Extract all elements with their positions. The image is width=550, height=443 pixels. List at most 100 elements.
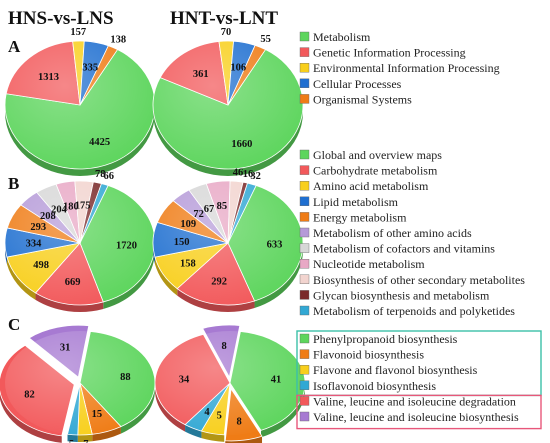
data-label: 34 (179, 375, 190, 386)
legend-entry: Metabolism of cofactors and vitamins (313, 242, 495, 256)
header-left: HNS-vs-LNS (8, 8, 114, 29)
data-label: 1660 (231, 139, 252, 150)
pie-c-1: 88 15 7 5 82 31 (0, 324, 156, 443)
pie-slice-side (77, 434, 93, 442)
data-label: 361 (193, 69, 209, 80)
data-label: 138 (110, 34, 126, 45)
legend-swatch (299, 259, 310, 269)
pie-labels: 4425 1313 157 335 138 (38, 27, 126, 148)
legend-swatch (299, 196, 310, 207)
legend-swatch (299, 227, 310, 238)
data-label: 180 (63, 201, 79, 212)
legend-entry: Phenylpropanoid biosynthesis (313, 332, 458, 346)
legend-swatch (299, 31, 310, 42)
data-label: 7 (83, 439, 88, 443)
legend-entry: Nucleotide metabolism (313, 257, 425, 271)
legend-swatch (299, 94, 310, 104)
legend-c: Phenylpropanoid biosynthesis Flavonoid bi… (299, 332, 519, 424)
legend-swatch (299, 165, 310, 175)
pie-c-2: 41 8 54 34 8 (154, 324, 306, 443)
legend-entry: Lipid metabolism (313, 195, 399, 209)
legend-entry: Glycan biosynthesis and metabolism (313, 288, 490, 302)
data-label: 72 (193, 209, 204, 220)
data-label: 15 (92, 409, 103, 420)
legend-entry: Metabolism (313, 30, 371, 44)
legend-swatch (299, 63, 310, 73)
data-label: 293 (30, 222, 46, 233)
data-label: 335 (82, 62, 98, 73)
data-label: 498 (33, 260, 49, 271)
data-label: 106 (230, 62, 246, 73)
legend-swatch (299, 365, 310, 375)
legend-entry: Flavonoid biosynthesis (313, 348, 424, 362)
legend-swatch (299, 333, 310, 344)
pie-slice-side (177, 288, 255, 312)
data-label: 1313 (38, 72, 59, 83)
legend-entry: Biosynthesis of other secondary metaboli… (313, 273, 525, 287)
legend-swatch (299, 380, 310, 390)
legend-swatch (299, 290, 310, 300)
data-label: 5 (217, 410, 222, 421)
legend-swatch (299, 411, 310, 422)
legend-swatch (299, 180, 310, 191)
legend-entry: Valine, leucine and isoleucine degradati… (313, 394, 516, 408)
legend-swatch (299, 243, 310, 253)
data-label: 150 (174, 237, 190, 248)
legend-entry: Global and overview maps (313, 148, 442, 162)
data-label: 88 (120, 372, 131, 383)
data-label: 208 (40, 211, 56, 222)
pie-slice-side (225, 436, 263, 443)
panel-letter-c: C (8, 315, 20, 334)
pie-top (152, 40, 304, 170)
legend-b: Global and overview maps Carbohydrate met… (299, 148, 525, 318)
legend-a: Metabolism Genetic Information Processing… (299, 30, 500, 106)
legend-swatch (299, 212, 310, 222)
data-label: 16 (243, 169, 254, 180)
legend-box-pink (296, 394, 542, 430)
data-label: 78 (95, 169, 106, 180)
legend-layer: Metabolism Genetic Information Processing… (299, 30, 525, 424)
legend-swatch (299, 78, 310, 89)
legend-entry: Flavone and flavonol biosynthesis (313, 363, 478, 377)
header-right: HNT-vs-LNT (170, 8, 278, 29)
pie-top (0, 324, 156, 437)
pie-slice-side (67, 434, 78, 442)
legend-entry: Amino acid metabolism (313, 179, 429, 193)
legend-entry: Environmental Information Processing (313, 61, 500, 75)
data-label: 41 (271, 374, 282, 385)
panel-letter-b: B (8, 174, 19, 193)
pie-labels: 88 15 7 5 82 31 (24, 342, 130, 443)
data-label: 46 (233, 168, 244, 179)
legend-boxes (296, 330, 542, 430)
data-label: 633 (267, 239, 283, 250)
legend-entry: Organismal Systems (313, 92, 412, 106)
legend-swatch (299, 149, 310, 160)
data-label: 1720 (116, 240, 137, 251)
data-label: 67 (204, 204, 215, 215)
data-label: 70 (221, 27, 232, 38)
data-label: 55 (260, 34, 271, 45)
legend-entry: Metabolism of other amino acids (313, 226, 472, 240)
legend-swatch (299, 47, 310, 57)
panel-letter-a: A (8, 37, 21, 56)
data-label: 4425 (89, 137, 110, 148)
data-label: 157 (70, 27, 86, 38)
data-label: 82 (24, 389, 35, 400)
data-label: 334 (26, 239, 43, 250)
data-label: 8 (222, 341, 227, 352)
data-label: 175 (75, 201, 91, 212)
data-label: 204 (51, 205, 68, 216)
data-label: 66 (104, 171, 115, 182)
pie-a-2: 1660 361 70 106 55 (152, 27, 304, 176)
legend-swatch (299, 396, 310, 406)
data-label: 85 (217, 201, 228, 212)
pie-labels: 41 8 54 34 8 (179, 341, 282, 428)
legend-entry: Carbohydrate metabolism (313, 164, 438, 178)
data-label: 669 (65, 277, 81, 288)
data-label: 5 (69, 439, 74, 443)
